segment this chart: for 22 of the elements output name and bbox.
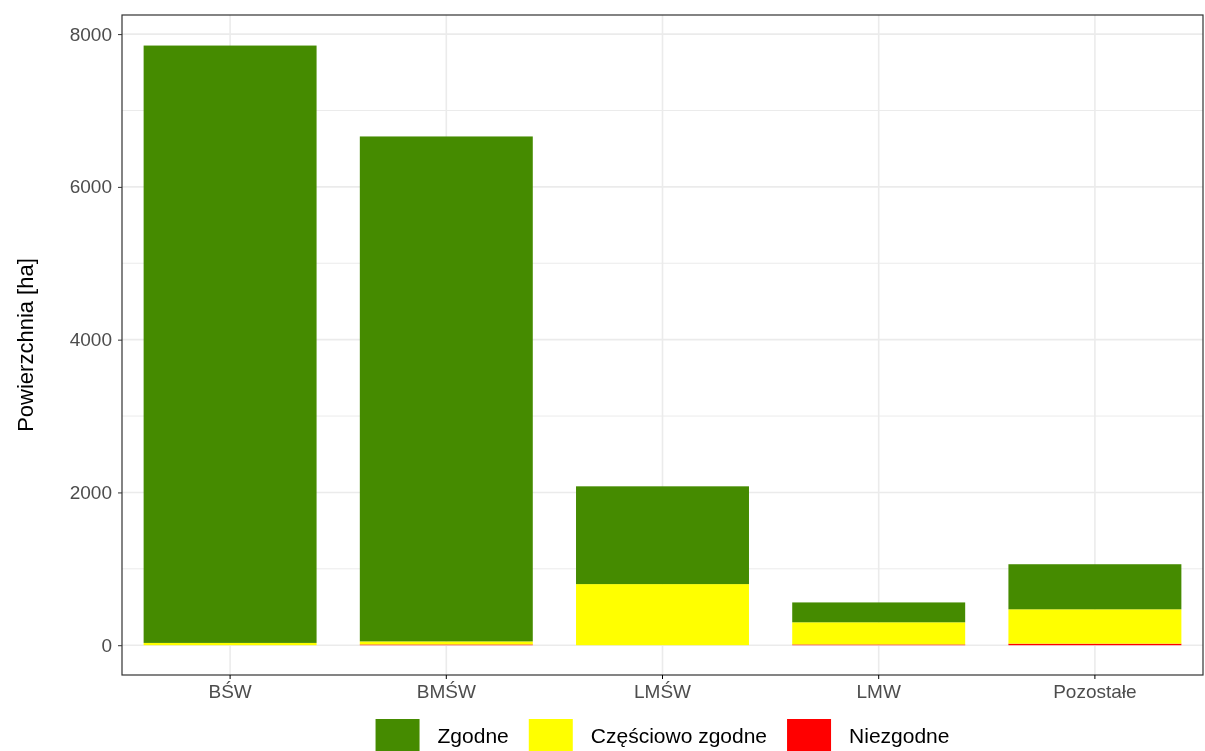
- legend-label: Zgodne: [437, 724, 509, 747]
- bar: [1008, 564, 1182, 610]
- x-tick-label: BMŚW: [416, 681, 476, 703]
- y-tick-label: 0: [101, 634, 112, 656]
- y-tick-label: 2000: [69, 482, 112, 504]
- x-tick-label: Pozostałe: [1053, 681, 1137, 703]
- bar: [143, 45, 317, 643]
- bar: [576, 584, 749, 646]
- bar: [792, 622, 966, 645]
- y-tick-label: 8000: [69, 23, 112, 45]
- x-tick-label: LMW: [856, 681, 901, 703]
- y-axis-title: Powierzchnia [ha]: [13, 258, 38, 432]
- legend-label: Częściowo zgodne: [590, 724, 768, 747]
- bar: [792, 602, 966, 623]
- legend-label: Niezgodne: [849, 724, 950, 747]
- y-tick-label: 6000: [69, 176, 112, 198]
- bar: [576, 486, 749, 585]
- x-tick-label: LMŚW: [634, 681, 692, 703]
- y-tick-label: 4000: [69, 329, 112, 351]
- bar: [359, 136, 533, 642]
- bar: [1008, 609, 1182, 644]
- x-tick-label: BŚW: [208, 681, 252, 703]
